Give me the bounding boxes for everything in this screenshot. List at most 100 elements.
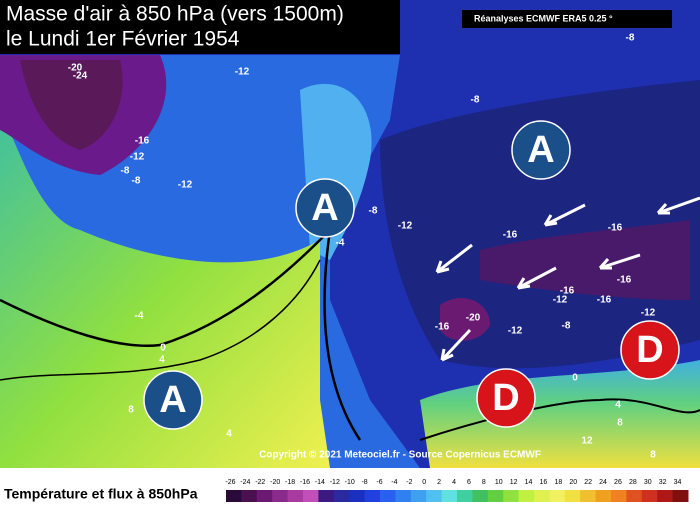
colorbar-cell xyxy=(272,490,289,502)
isotherm-label: -12 xyxy=(641,308,656,319)
source: Réanalyses ECMWF ERA5 0.25 ° xyxy=(474,13,613,23)
colorbar-tick-label: 6 xyxy=(467,479,471,486)
colorbar-tick-label: -16 xyxy=(300,479,310,486)
colorbar-tick-label: 24 xyxy=(599,479,607,486)
colorbar-cell xyxy=(672,490,689,502)
isotherm-label: -12 xyxy=(235,67,250,78)
colorbar-cell xyxy=(410,490,427,502)
isotherm-label: -8 xyxy=(562,321,571,332)
colorbar: -26 -24 -22 -20 -18 -16 -14 -12 -10 -8 -6 -4 -2 0 2 4 6 8… xyxy=(225,479,689,502)
colorbar-tick-label: -12 xyxy=(330,479,340,486)
colorbar-tick-label: 20 xyxy=(569,479,577,486)
pressure-center-marker xyxy=(143,370,203,430)
colorbar-tick-label: 16 xyxy=(540,479,548,486)
pressure-center-label: A xyxy=(311,187,338,229)
isotherm-label: -16 xyxy=(503,230,518,241)
colorbar-tick-label: 10 xyxy=(495,479,503,486)
isotherm-label: -24 xyxy=(73,71,88,82)
colorbar-cell xyxy=(657,490,674,502)
colorbar-cell xyxy=(503,490,520,502)
colorbar-cell xyxy=(564,490,581,502)
colorbar-tick-label: -4 xyxy=(391,479,397,486)
isotherm-label: -8 xyxy=(471,95,480,106)
pressure-center-label: D xyxy=(492,377,519,419)
isotherm-label: -16 xyxy=(597,295,612,306)
colorbar-cell xyxy=(580,490,597,502)
colorbar-cell xyxy=(426,490,443,502)
colorbar-cell xyxy=(349,490,366,502)
colorbar-cell xyxy=(287,490,304,502)
isotherm-label: 0 xyxy=(572,373,578,384)
colorbar-tick-label: -20 xyxy=(270,479,280,486)
isotherm-label: -16 xyxy=(435,322,450,333)
isotherm-label: 12 xyxy=(581,436,593,447)
colorbar-tick-label: -10 xyxy=(345,479,355,486)
colorbar-cell xyxy=(303,490,319,502)
colorbar-tick-label: 14 xyxy=(525,479,533,486)
colorbar-tick-label: 2 xyxy=(437,479,441,486)
isotherm-label: -16 xyxy=(617,275,632,286)
isotherm-label: 8 xyxy=(128,405,134,416)
colorbar-cell xyxy=(380,490,396,502)
colorbar-cell xyxy=(395,490,412,502)
colorbar-cell xyxy=(256,490,273,502)
colorbar-cell xyxy=(518,490,535,502)
isotherm-label: -8 xyxy=(132,176,141,187)
isotherm-label: 8 xyxy=(617,418,623,429)
isotherm-label: -8 xyxy=(626,33,635,44)
isotherm-label: -16 xyxy=(135,136,150,147)
subtitle: le Lundi 1er Février 1954 xyxy=(6,28,240,51)
colorbar-cell xyxy=(364,490,381,502)
colorbar-tick-label: -14 xyxy=(315,479,325,486)
copyright: Copyright © 2021 Meteociel.fr - Source C… xyxy=(259,450,541,461)
colorbar-cell xyxy=(457,490,473,502)
colorbar-tick-label: -18 xyxy=(285,479,295,486)
colorbar-cell xyxy=(472,490,489,502)
isotherm-label: -12 xyxy=(178,180,193,191)
isotherm-label: -16 xyxy=(608,223,623,234)
isotherm-label: -4 xyxy=(336,238,345,249)
isotherm-label: -20 xyxy=(466,313,481,324)
flow-arrows xyxy=(435,196,700,362)
isotherm-label: -4 xyxy=(135,311,144,322)
colorbar-tick-label: -2 xyxy=(406,479,412,486)
isotherm-label: 4 xyxy=(226,429,232,440)
colorbar-cell xyxy=(611,490,627,502)
colorbar-tick-label: 18 xyxy=(554,479,562,486)
isotherm-label: -8 xyxy=(121,166,130,177)
isotherm-label: -16 xyxy=(560,286,575,297)
colorbar-tick-label: -8 xyxy=(361,479,367,486)
pressure-center-marker xyxy=(511,120,571,180)
colorbar-tick-label: 8 xyxy=(482,479,486,486)
colorbar-tick-label: 22 xyxy=(584,479,592,486)
pressure-center-label: D xyxy=(636,329,663,371)
colorbar-tick-label: 12 xyxy=(510,479,518,486)
colorbar-tick-label: 28 xyxy=(629,479,637,486)
pressure-centers: A A A D D xyxy=(143,120,680,430)
colorbar-cell xyxy=(333,490,350,502)
isotherm-label: -12 xyxy=(553,295,568,306)
isotherm-label: 4 xyxy=(159,355,165,366)
colorbar-cell xyxy=(226,490,242,502)
map-background xyxy=(0,0,700,468)
title: Masse d'air à 850 hPa (vers 1500m) xyxy=(6,3,344,26)
colorbar-tick-label: 4 xyxy=(452,479,456,486)
pressure-center-marker xyxy=(476,368,536,428)
isotherm-label: -12 xyxy=(508,326,523,337)
colorbar-tick-label: 26 xyxy=(614,479,622,486)
colorbar-cell xyxy=(534,490,550,502)
colorbar-cell xyxy=(487,490,504,502)
isotherm-label: -12 xyxy=(130,152,145,163)
isotherm-labels: -20-24 -12-8-8-16-12-8-8 -12-8-12-4-16-16-… xyxy=(68,33,656,461)
colorbar-tick-label: 30 xyxy=(644,479,652,486)
colorbar-tick-label: 32 xyxy=(659,479,667,486)
isotherm-label: -8 xyxy=(369,206,378,217)
isotherm-label: -20 xyxy=(68,63,83,74)
colorbar-tick-label: -6 xyxy=(376,479,382,486)
colorbar-cell xyxy=(626,490,643,502)
source-box xyxy=(462,10,672,28)
colorbar-cell xyxy=(641,490,658,502)
pressure-center-label: A xyxy=(159,379,186,421)
title-box xyxy=(0,0,400,54)
